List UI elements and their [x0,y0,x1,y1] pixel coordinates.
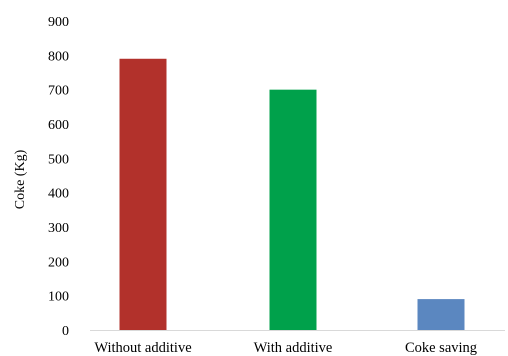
y-axis-ticks: 0 100 200 300 400 500 600 700 800 900 [48,15,69,339]
x-category-label: Coke saving [405,340,477,356]
y-tick-label: 0 [62,324,69,339]
y-tick-label: 100 [48,290,69,305]
y-tick-label: 600 [48,118,69,133]
bar-coke-saving [417,299,465,330]
x-category-label: With additive [254,340,333,356]
y-tick-label: 300 [48,221,69,236]
x-category-label: Without additive [94,340,191,356]
bar-without-additive [119,58,167,331]
bar-with-additive [269,89,317,331]
y-axis-title: Coke (Kg) [13,149,28,209]
y-tick-label: 400 [48,187,69,202]
y-tick-label: 900 [48,15,69,30]
y-tick-label: 700 [48,84,69,99]
y-tick-label: 200 [48,255,69,270]
y-tick-label: 800 [48,49,69,64]
bars [119,58,465,331]
y-tick-label: 500 [48,152,69,167]
x-axis-labels: Without additive With additive Coke saving [94,340,477,356]
